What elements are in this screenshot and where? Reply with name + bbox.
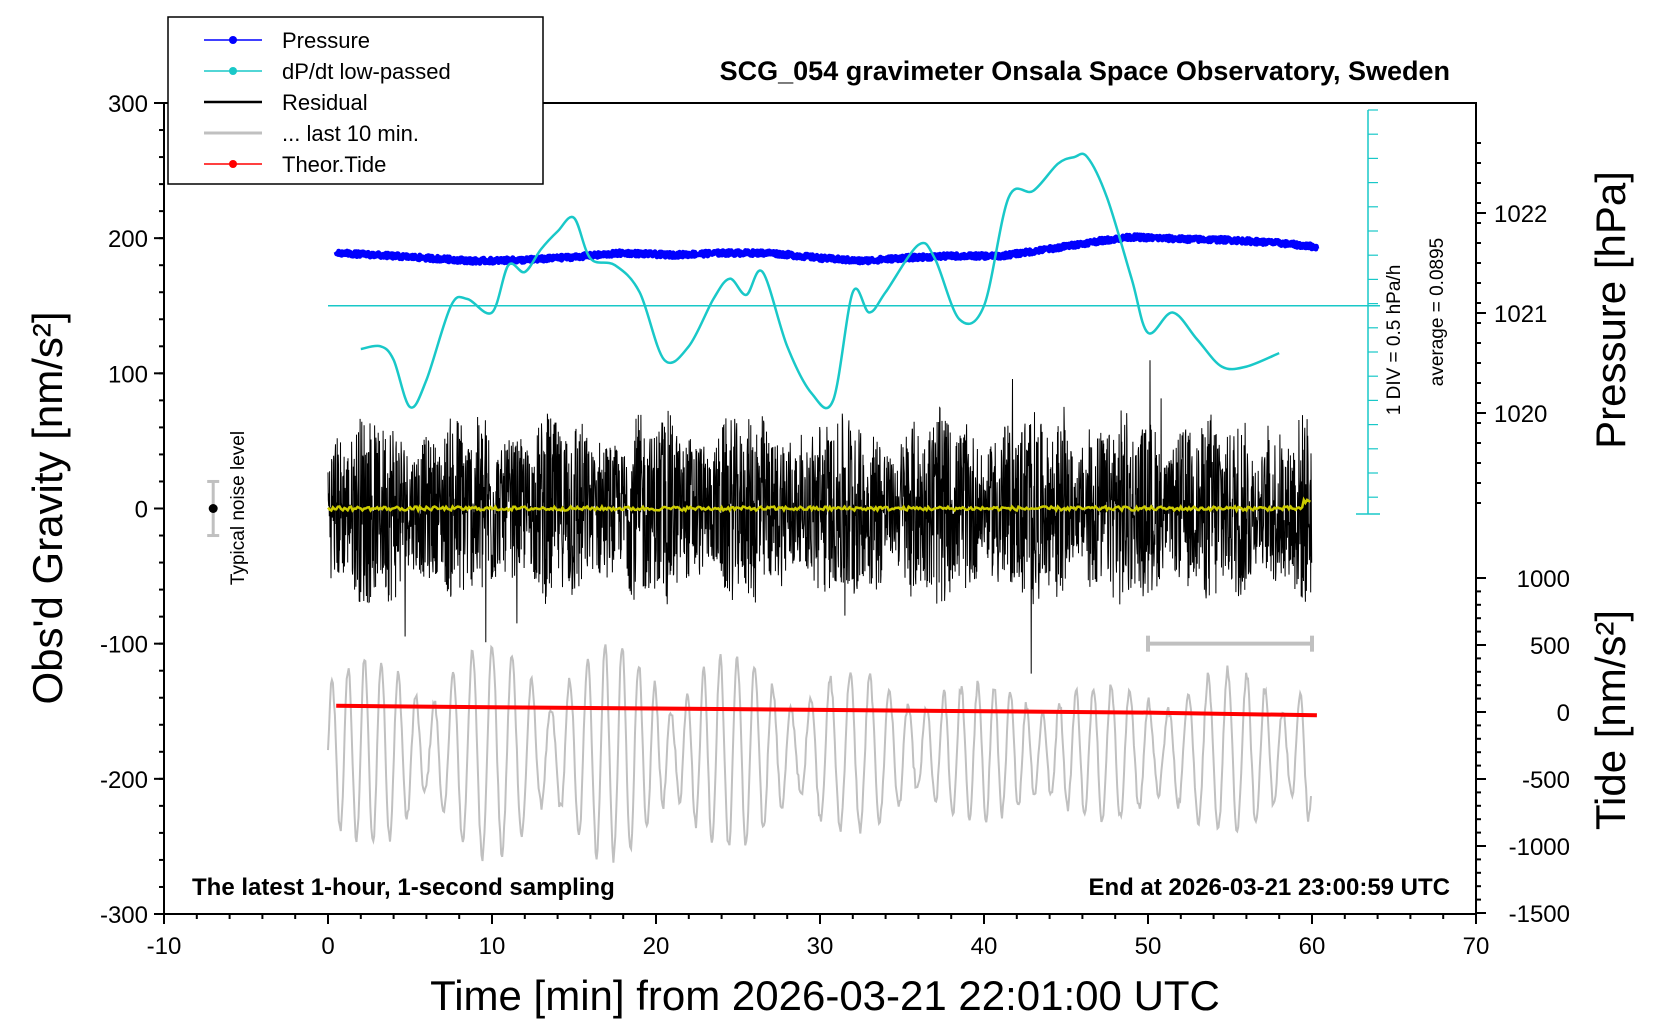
pressure-axis-title: Pressure [hPa] (1587, 171, 1634, 449)
noise-level-dot (208, 504, 218, 513)
y-tick-label: 200 (108, 226, 148, 253)
y-tick-label: 0 (135, 497, 148, 524)
tide-axis-title: Tide [nm/s²] (1587, 610, 1634, 830)
x-tick-label: 50 (1135, 933, 1162, 960)
y-tick-label: -100 (100, 632, 148, 659)
legend-label: Pressure (282, 28, 370, 53)
x-tick-label: 40 (971, 933, 998, 960)
pressure-tick-label: 1020 (1494, 401, 1547, 428)
tide-tick-label: -500 (1522, 767, 1570, 794)
legend-label: Residual (282, 90, 368, 115)
legend-marker (229, 67, 237, 75)
dpdt-average-label: average = 0.0895 (1427, 238, 1448, 386)
x-tick-label: 20 (643, 933, 670, 960)
x-tick-label: 70 (1463, 933, 1490, 960)
y-axis-title: Obs'd Gravity [nm/s²] (24, 311, 71, 704)
legend-label: dP/dt low-passed (282, 59, 451, 84)
last-10-min-line (327, 644, 1312, 863)
tide-tick-label: 500 (1530, 633, 1570, 660)
footer-right: End at 2026-03-21 23:00:59 UTC (1089, 874, 1451, 901)
x-tick-label: -10 (147, 933, 182, 960)
legend-marker (229, 160, 237, 168)
series-layer (207, 109, 1380, 863)
axes-layer: -10 0 10 20 30 40 50 60 703002001000-100-200-300… (100, 91, 1570, 960)
noise-level-label: Typical noise level (228, 431, 249, 585)
tide-tick-label: -1000 (1509, 834, 1570, 861)
residual-line (327, 360, 1313, 674)
legend-label: ... last 10 min. (282, 121, 419, 146)
smoothed-residual-line (327, 496, 1311, 514)
dpdt-scale-label: 1 DIV = 0.5 hPa/h (1384, 265, 1405, 416)
tide-tick-label: 0 (1557, 700, 1570, 727)
pressure-line (333, 232, 1320, 266)
y-tick-label: -200 (100, 767, 148, 794)
x-tick-label: 0 (321, 933, 334, 960)
dpdt-line (360, 152, 1280, 410)
legend-label: Theor.Tide (282, 152, 386, 177)
x-tick-label: 10 (479, 933, 506, 960)
chart-title: SCG_054 gravimeter Onsala Space Observat… (720, 56, 1450, 86)
pressure-tick-label: 1022 (1494, 201, 1547, 228)
tide-tick-label: 1000 (1517, 566, 1570, 593)
tide-tick-label: -1500 (1509, 901, 1570, 928)
y-tick-label: -300 (100, 902, 148, 929)
footer-left: The latest 1-hour, 1-second sampling (192, 874, 615, 901)
legend-marker (229, 36, 237, 44)
x-tick-label: 30 (807, 933, 834, 960)
x-axis-title: Time [min] from 2026-03-21 22:01:00 UTC (430, 972, 1220, 1019)
y-tick-label: 100 (108, 361, 148, 388)
x-tick-label: 60 (1299, 933, 1326, 960)
theor-tide-line (336, 703, 1317, 718)
legend: Pressure dP/dt low-passed Residual ... last… (167, 16, 544, 185)
legend-box (167, 16, 544, 185)
y-tick-label: 300 (108, 91, 148, 118)
pressure-tick-label: 1021 (1494, 301, 1547, 328)
